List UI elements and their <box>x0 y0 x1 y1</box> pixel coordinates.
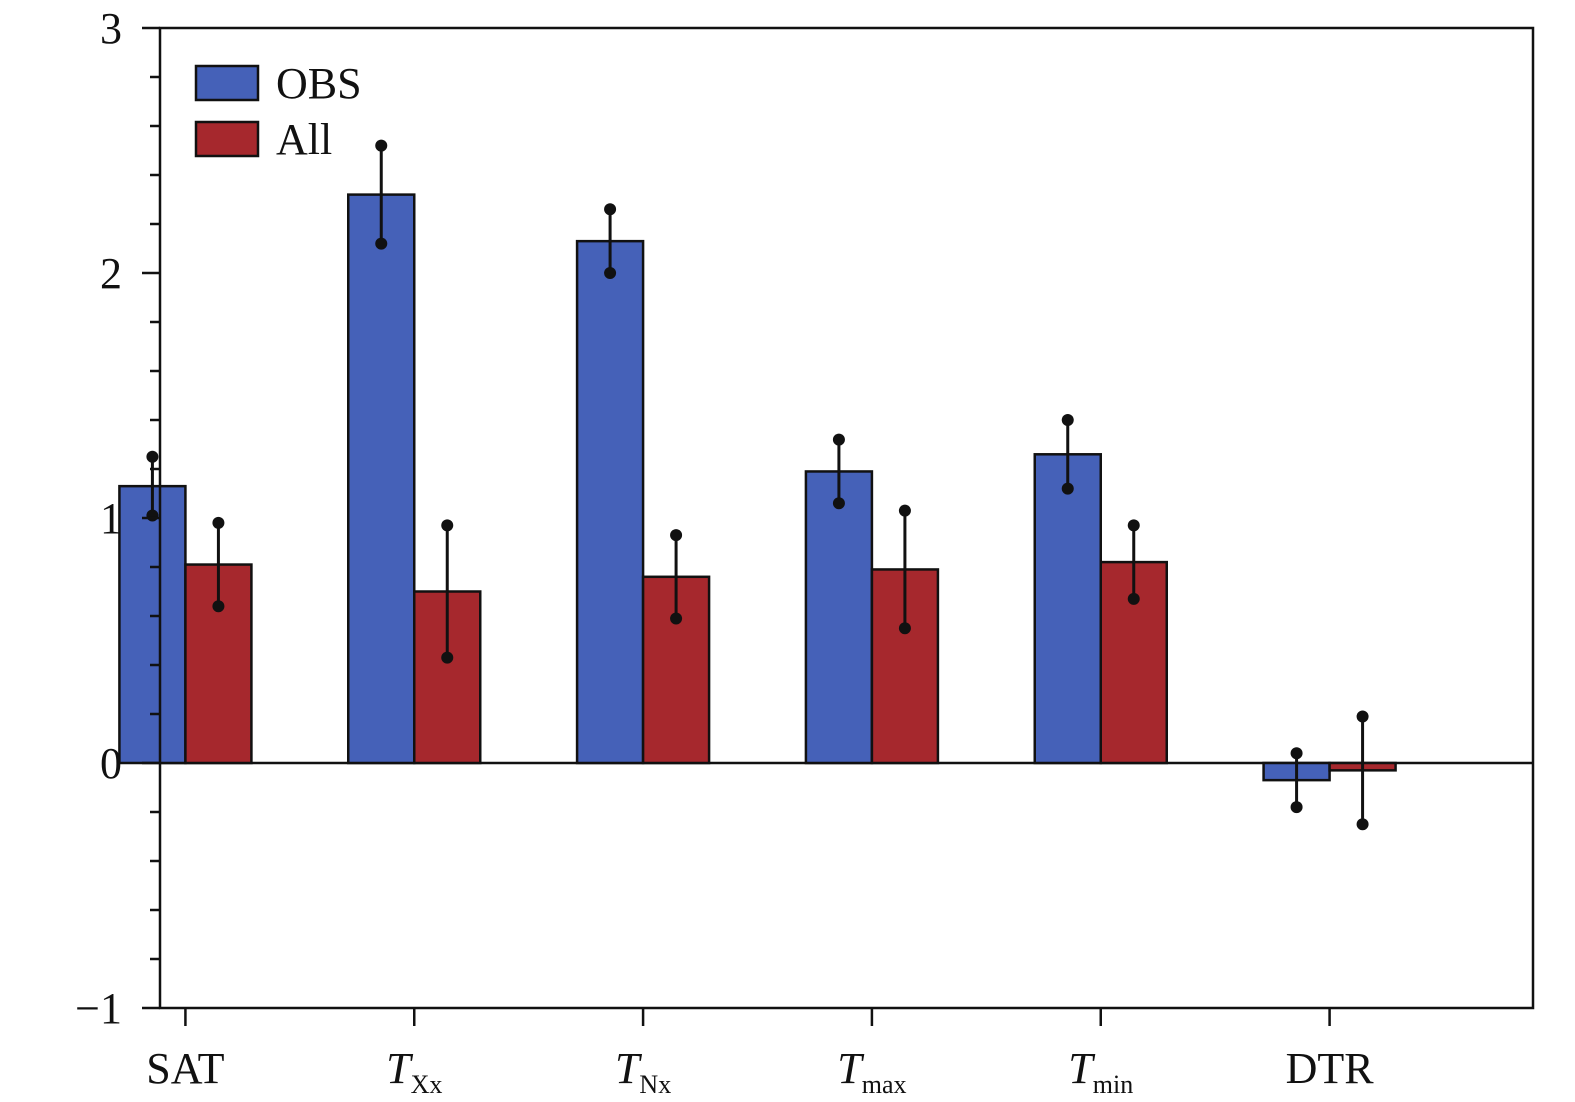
error-cap-low <box>1356 818 1369 831</box>
bar-obs-sat <box>118 484 187 765</box>
x-label-main: T <box>837 1044 865 1093</box>
x-label-subscript: Xx <box>411 1070 443 1099</box>
x-tick-label-dtr: DTR <box>1286 1044 1375 1093</box>
x-label-main: T <box>615 1044 643 1093</box>
x-tick-label-tmin: Tmin <box>1068 1044 1133 1099</box>
x-tick-label-tnx: TNx <box>615 1044 671 1099</box>
legend-swatch-obs <box>194 64 260 102</box>
error-cap-low <box>146 509 159 522</box>
x-label-main: T <box>1068 1044 1096 1093</box>
error-cap-low <box>441 651 454 664</box>
y-tick-label: 2 <box>100 249 122 298</box>
x-label-main: T <box>386 1044 414 1093</box>
x-axis: SAT TXx TNx Tmax Tmin DTR <box>146 1008 1374 1099</box>
legend: OBS All <box>194 59 362 164</box>
bar-obs-txx <box>347 193 416 765</box>
error-cap-low <box>604 267 617 279</box>
legend-label-obs: OBS <box>276 59 362 108</box>
bar-obs-tnx <box>575 239 645 765</box>
x-label-subscript: Nx <box>639 1070 671 1099</box>
error-bar-group <box>146 139 1369 831</box>
x-tick-label-sat: SAT <box>146 1044 224 1093</box>
error-cap-low <box>898 622 911 635</box>
legend-label-all: All <box>276 115 332 164</box>
error-cap-high <box>375 139 388 152</box>
error-cap-low <box>375 237 388 250</box>
error-cap-high <box>212 516 225 529</box>
error-cap-low <box>1061 482 1074 495</box>
error-cap-low <box>1290 801 1303 814</box>
y-axis: −1 0 1 2 3 <box>75 4 160 1033</box>
y-tick-label: 1 <box>100 494 122 543</box>
error-cap-high <box>898 504 911 517</box>
error-cap-high <box>832 433 845 446</box>
x-tick-label-txx: TXx <box>386 1044 442 1099</box>
error-cap-low <box>212 600 225 613</box>
error-cap-high <box>146 450 159 463</box>
error-cap-low <box>832 497 845 510</box>
x-label-subscript: min <box>1093 1070 1133 1099</box>
error-cap-high <box>441 519 454 532</box>
x-label-main: SAT <box>146 1044 224 1093</box>
error-cap-high <box>1127 519 1140 532</box>
error-cap-high <box>1061 414 1074 426</box>
y-tick-label: −1 <box>75 984 122 1033</box>
bar-obs-tmin <box>1033 453 1102 765</box>
y-tick-label: 3 <box>100 4 122 53</box>
error-cap-high <box>1290 747 1303 760</box>
error-cap-low <box>1127 592 1140 605</box>
x-tick-label-tmax: Tmax <box>837 1044 906 1099</box>
bar-all-tmax <box>870 568 940 765</box>
error-cap-high <box>604 203 617 216</box>
bar-obs-tmax <box>804 470 874 765</box>
legend-swatch-all <box>194 120 260 158</box>
x-label-main: DTR <box>1286 1044 1375 1093</box>
error-cap-low <box>670 612 683 625</box>
error-cap-high <box>670 529 683 542</box>
y-tick-label: 0 <box>100 739 122 788</box>
error-cap-high <box>1356 710 1369 723</box>
bar-group <box>118 193 1397 782</box>
x-label-subscript: max <box>862 1070 907 1099</box>
